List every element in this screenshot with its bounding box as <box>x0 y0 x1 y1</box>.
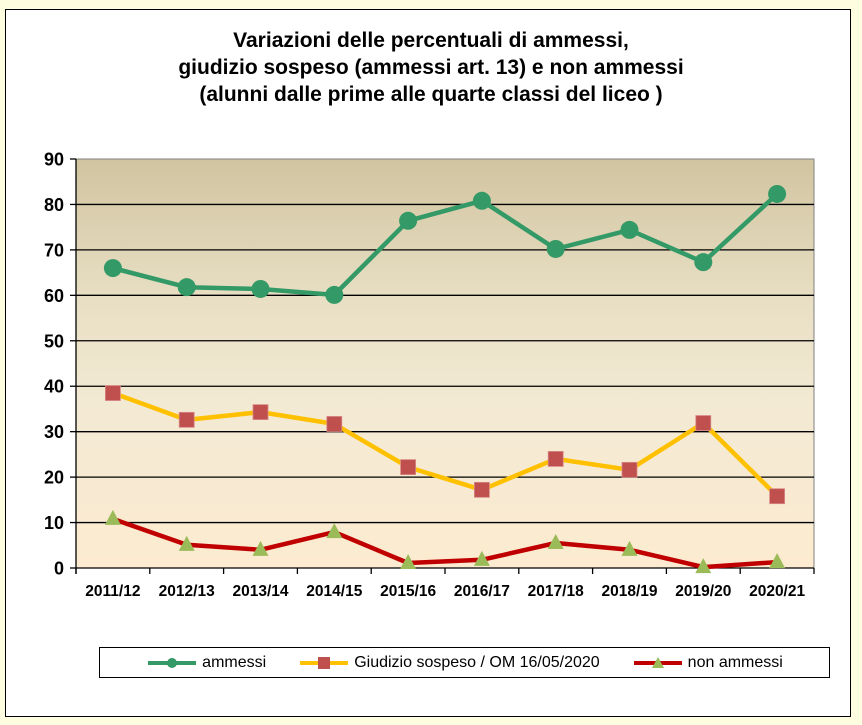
data-point[interactable] <box>252 404 269 421</box>
gridlines <box>76 203 814 524</box>
y-tick-label: 40 <box>44 377 64 397</box>
data-point[interactable] <box>694 253 713 272</box>
circle-marker-icon <box>148 657 197 668</box>
data-point[interactable] <box>473 481 490 498</box>
legend-label: Giudizio sospeso / OM 16/05/2020 <box>354 653 600 671</box>
data-point[interactable] <box>400 554 417 570</box>
x-tick-label: 2012/13 <box>159 583 215 600</box>
data-point[interactable] <box>326 416 343 432</box>
data-point[interactable] <box>105 385 121 401</box>
series-layer <box>103 184 787 574</box>
legend-item-non-ammessi[interactable]: non ammessi <box>632 654 783 672</box>
data-point[interactable] <box>252 540 269 556</box>
data-point[interactable] <box>546 239 565 258</box>
data-point[interactable] <box>547 534 564 550</box>
x-tick-label: 2013/14 <box>232 583 288 600</box>
chart-title-line-1: Variazioni delle percentuali di ammessi, <box>233 29 629 52</box>
x-tick-label: 2020/21 <box>749 583 805 600</box>
data-point[interactable] <box>326 523 343 539</box>
y-tick-label: 60 <box>44 286 64 306</box>
legend-label: non ammessi <box>687 653 783 671</box>
x-tick-label: 2016/17 <box>454 583 510 600</box>
legend-item-giudizio-sospeso[interactable]: Giudizio sospeso / OM 16/05/2020 <box>298 653 600 672</box>
data-point[interactable] <box>547 451 564 467</box>
data-point[interactable] <box>695 415 712 431</box>
data-point[interactable] <box>325 285 344 304</box>
data-point[interactable] <box>103 259 122 278</box>
data-point[interactable] <box>473 550 490 566</box>
data-point[interactable] <box>768 184 787 203</box>
y-tick-label: 50 <box>44 331 64 351</box>
data-point[interactable] <box>400 459 417 476</box>
chart-title-line-2: giudizio sospeso (ammessi art. 13) e non… <box>178 56 684 79</box>
data-point[interactable] <box>769 488 785 505</box>
chart-title: Variazioni delle percentuali di ammessi,… <box>0 27 862 108</box>
data-point[interactable] <box>472 191 491 210</box>
x-axis: 2011/12 2012/13 2013/14 2014/15 2015/16 2016/… <box>75 567 815 600</box>
x-tick-label: 2014/15 <box>306 583 362 600</box>
data-point[interactable] <box>620 220 639 239</box>
data-point[interactable] <box>621 461 638 478</box>
data-point[interactable] <box>177 278 196 297</box>
data-point[interactable] <box>104 509 121 525</box>
y-tick-label: 20 <box>44 468 64 488</box>
y-tick-label: 90 <box>44 150 64 170</box>
series-1 <box>105 385 785 505</box>
square-marker-icon <box>300 656 349 669</box>
data-point[interactable] <box>178 535 195 551</box>
data-point[interactable] <box>178 411 195 428</box>
x-tick-label: 2018/19 <box>601 583 657 600</box>
legend-item-ammessi[interactable]: ammessi <box>146 654 266 672</box>
triangle-marker-icon <box>633 656 682 668</box>
y-axis: 0 10 20 30 40 50 60 70 80 90 <box>44 150 77 579</box>
y-tick-label: 30 <box>44 422 64 442</box>
plot-area <box>75 158 815 569</box>
y-tick-label: 70 <box>44 240 64 260</box>
x-tick-label: 2011/12 <box>85 583 140 600</box>
data-point[interactable] <box>769 553 786 569</box>
x-tick-label: 2017/18 <box>528 583 584 600</box>
data-point[interactable] <box>621 540 638 556</box>
y-tick-label: 10 <box>44 513 64 533</box>
legend: ammessi Giudizio sospeso / OM 16/05/2020… <box>99 647 830 678</box>
data-point[interactable] <box>695 558 712 574</box>
chart-title-line-3: (alunni dalle prime alle quarte classi d… <box>199 83 663 106</box>
series-0 <box>103 184 787 304</box>
y-tick-label: 0 <box>54 559 64 579</box>
series-2 <box>104 509 786 574</box>
data-point[interactable] <box>399 211 418 230</box>
x-tick-label: 2019/20 <box>675 583 731 600</box>
x-tick-label: 2015/16 <box>380 583 436 600</box>
legend-label: ammessi <box>202 653 267 671</box>
y-tick-label: 80 <box>44 195 64 215</box>
data-point[interactable] <box>251 279 270 298</box>
